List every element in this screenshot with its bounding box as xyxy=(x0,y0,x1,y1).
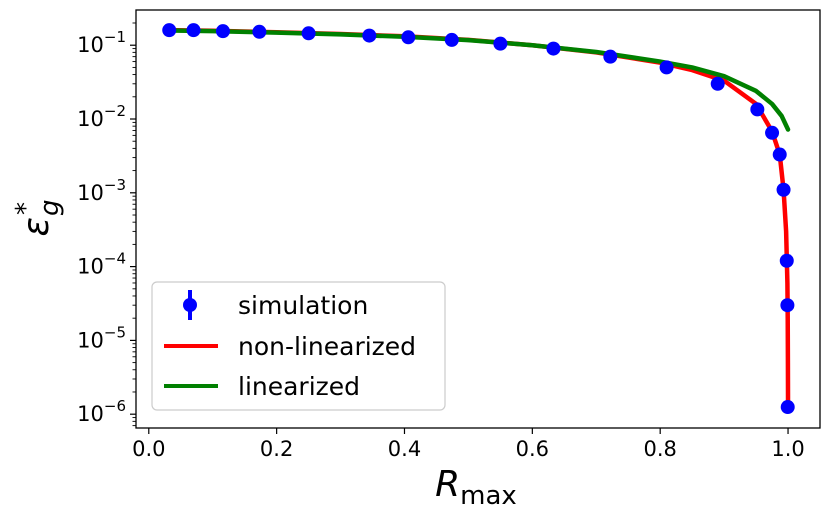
y-tick-label-exponent: −5 xyxy=(104,323,126,341)
y-tick-label: 10−4 xyxy=(77,250,126,279)
simulation-data-point xyxy=(776,182,791,197)
y-tick-label-base: 10 xyxy=(77,33,104,57)
x-axis-label: Rmax xyxy=(435,464,517,511)
simulation-data-point xyxy=(772,147,787,162)
y-axis-label-main: ε xyxy=(16,217,57,236)
simulation-data-point xyxy=(362,28,377,43)
x-tick-label: 0.0 xyxy=(132,437,165,461)
x-tick-label: 1.0 xyxy=(771,437,804,461)
y-tick-label: 10−3 xyxy=(77,176,126,205)
y-tick-label-base: 10 xyxy=(77,181,104,205)
legend-label-simulation: simulation xyxy=(238,291,368,320)
simulation-data-point xyxy=(780,400,795,415)
y-tick-label-exponent: −4 xyxy=(104,250,126,268)
plot-frame xyxy=(135,9,821,429)
y-tick-label: 10−1 xyxy=(77,28,126,57)
simulation-data-point xyxy=(603,49,618,64)
x-tick-label: 0.4 xyxy=(388,437,421,461)
simulation-data-point xyxy=(162,23,177,38)
y-tick-label: 10−2 xyxy=(77,102,126,131)
y-axis-label-sub: g xyxy=(35,200,65,217)
simulation-data-point xyxy=(780,298,795,313)
y-tick-label: 10−5 xyxy=(77,323,126,352)
y-tick-label-exponent: −6 xyxy=(104,397,126,415)
legend-item-non-linearized: non-linearized xyxy=(164,332,416,361)
x-tick-label: 0.8 xyxy=(643,437,676,461)
legend-item-simulation: simulation xyxy=(183,290,368,320)
simulation-data-point xyxy=(252,24,267,39)
y-tick-label-exponent: −3 xyxy=(104,176,126,194)
legend-label-non-linearized: non-linearized xyxy=(238,332,416,361)
y-tick-label-exponent: −2 xyxy=(104,102,126,120)
y-axis: 10−610−510−410−310−210−1 xyxy=(77,22,136,426)
y-tick-label-base: 10 xyxy=(77,402,104,426)
x-tick-label: 0.2 xyxy=(260,437,293,461)
legend-simulation-marker xyxy=(183,298,197,312)
series-line-linearized xyxy=(166,28,791,132)
x-tick-label: 0.6 xyxy=(516,437,549,461)
simulation-data-point xyxy=(765,125,780,140)
plot-lines xyxy=(166,27,791,410)
legend-item-linearized: linearized xyxy=(164,372,360,401)
y-tick-label-base: 10 xyxy=(77,107,104,131)
simulation-data-point xyxy=(779,253,794,268)
y-tick-label-base: 10 xyxy=(77,328,104,352)
simulation-data-point xyxy=(710,76,725,91)
simulation-data-point xyxy=(493,36,508,51)
x-axis-label-sub: max xyxy=(460,481,517,511)
x-axis: 0.0 0.2 0.4 0.6 0.8 1.0 xyxy=(132,428,805,461)
simulation-data-point xyxy=(444,32,459,47)
simulation-data-point xyxy=(186,23,201,38)
legend-label-linearized: linearized xyxy=(238,372,360,401)
legend: simulation non-linearized linearized xyxy=(151,281,446,411)
y-tick-label: 10−6 xyxy=(77,397,126,426)
y-tick-label-base: 10 xyxy=(77,255,104,279)
simulation-data-point xyxy=(301,26,316,41)
simulation-data-point xyxy=(546,41,561,56)
simulation-data-point xyxy=(659,60,674,75)
y-axis-label-sup: * xyxy=(11,202,41,215)
simulation-data-point xyxy=(750,102,765,117)
y-axis-label: ε *g xyxy=(11,200,65,237)
simulation-data-point xyxy=(401,30,416,45)
plot-points xyxy=(162,23,795,415)
y-tick-label-exponent: −1 xyxy=(104,28,126,46)
simulation-data-point xyxy=(215,24,230,39)
legend-box xyxy=(151,281,446,411)
x-axis-label-main: R xyxy=(435,464,460,505)
